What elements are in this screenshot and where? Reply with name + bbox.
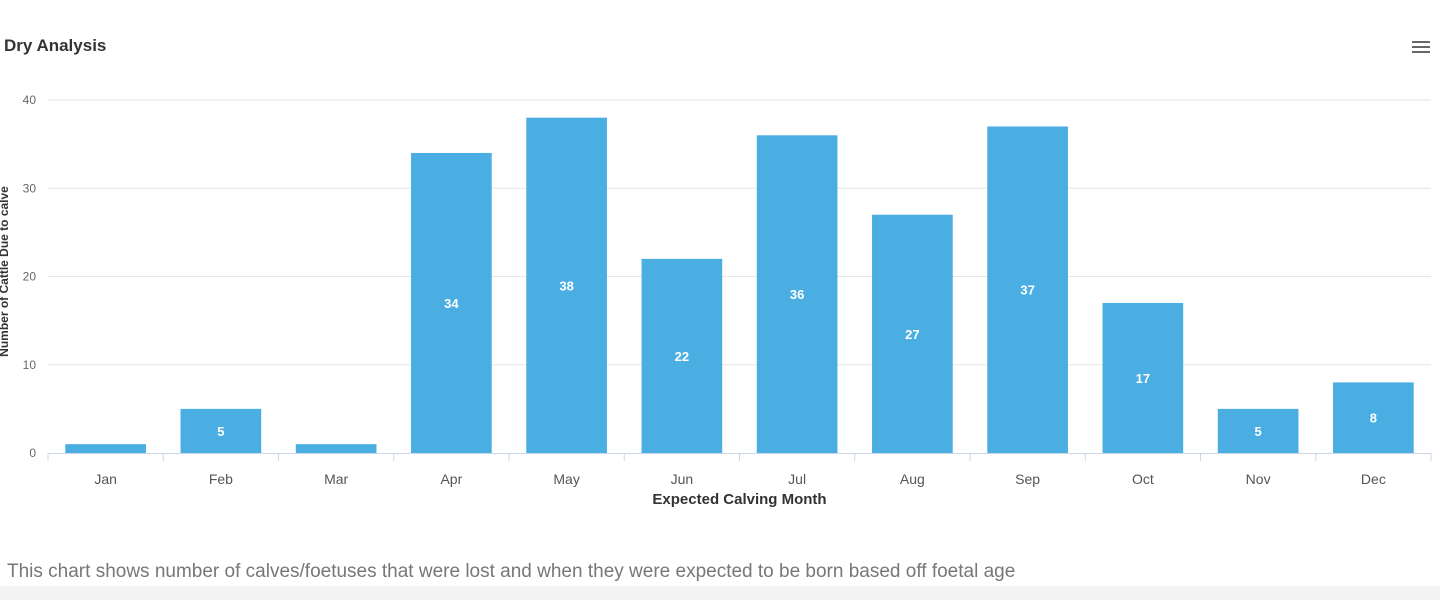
x-tick-label: Jun bbox=[671, 471, 694, 487]
x-tick-label: Apr bbox=[440, 471, 462, 487]
y-tick-label: 10 bbox=[23, 358, 37, 372]
data-label: 5 bbox=[217, 424, 224, 439]
bar-jul bbox=[756, 135, 838, 454]
y-tick-label: 30 bbox=[23, 181, 37, 195]
menu-line bbox=[1412, 46, 1430, 48]
x-tick-label: Mar bbox=[324, 471, 348, 487]
x-axis-title: Expected Calving Month bbox=[652, 491, 826, 508]
bar-chart: 0 10 20 30 40 5 34 38 22 36 27 37 17 5 8 Jan Feb Mar Apr Ma… bbox=[0, 93, 1432, 508]
data-label: 38 bbox=[559, 278, 573, 293]
x-tick-label: Aug bbox=[900, 471, 925, 487]
bar-sep bbox=[987, 126, 1068, 453]
bar-aug bbox=[872, 214, 953, 453]
menu-line bbox=[1412, 41, 1430, 43]
data-label: 17 bbox=[1136, 371, 1150, 386]
bar-mar bbox=[295, 444, 377, 453]
bar-apr bbox=[411, 152, 492, 453]
bar-oct bbox=[1102, 302, 1184, 453]
x-tick-label: Jan bbox=[94, 471, 117, 487]
x-tick-label: Feb bbox=[209, 471, 233, 487]
y-tick-label: 20 bbox=[23, 270, 37, 284]
x-tick-label: Jul bbox=[788, 471, 806, 487]
data-label: 36 bbox=[790, 287, 804, 302]
data-label: 22 bbox=[675, 349, 689, 364]
bar-dec bbox=[1333, 382, 1414, 453]
y-tick-label: 40 bbox=[23, 93, 37, 107]
bar-feb bbox=[180, 408, 262, 453]
chart-description: This chart shows number of calves/foetus… bbox=[7, 561, 1016, 582]
data-label: 8 bbox=[1370, 411, 1377, 426]
x-tick-label: Oct bbox=[1132, 471, 1154, 487]
hamburger-menu-icon[interactable] bbox=[1409, 38, 1433, 56]
bar-may bbox=[526, 117, 607, 454]
menu-line bbox=[1412, 51, 1430, 53]
bar-nov bbox=[1217, 408, 1299, 453]
data-label: 37 bbox=[1020, 283, 1034, 298]
x-tick-label: Sep bbox=[1015, 471, 1040, 487]
data-label: 5 bbox=[1255, 424, 1262, 439]
x-tick-label: Dec bbox=[1361, 471, 1386, 487]
y-tick-label: 0 bbox=[29, 446, 36, 460]
bar-jun bbox=[641, 258, 723, 453]
y-axis-title: Number of Cattle Due to calve bbox=[0, 186, 11, 357]
chart-title: Dry Analysis bbox=[4, 36, 107, 55]
x-tick-label: Nov bbox=[1246, 471, 1271, 487]
bottom-strip bbox=[0, 586, 1440, 600]
bar-jan bbox=[65, 444, 146, 453]
x-tick-label: May bbox=[553, 471, 579, 487]
data-label: 34 bbox=[444, 296, 459, 311]
data-label: 27 bbox=[905, 327, 919, 342]
